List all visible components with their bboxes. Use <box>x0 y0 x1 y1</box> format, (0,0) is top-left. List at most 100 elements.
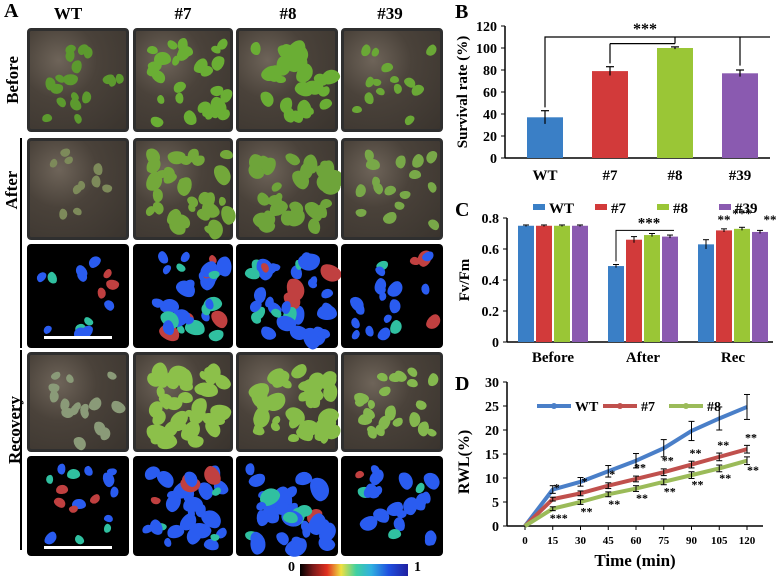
leaf-shape <box>257 89 277 110</box>
x-tick-label: 30 <box>575 535 587 547</box>
bar <box>662 236 678 342</box>
row-label-after: After <box>2 170 21 210</box>
leaf-shape <box>55 95 69 110</box>
leaf-shape <box>375 86 387 97</box>
leaf-shape <box>46 474 54 484</box>
leaf-shape <box>207 328 225 344</box>
leaf-shape <box>279 378 294 391</box>
legend-label: #39 <box>735 201 758 217</box>
significance-label: ** <box>662 454 674 468</box>
leaf-shape <box>219 149 233 161</box>
y-tick-label: 0.8 <box>482 212 500 227</box>
leaf-shape <box>354 182 368 199</box>
plant-photo <box>133 28 235 132</box>
x-tick-label: 105 <box>711 535 728 547</box>
leaf-shape <box>319 287 335 301</box>
leaf-shape <box>250 42 261 56</box>
row-label-recovery: Recovery <box>5 396 24 464</box>
leaf-shape <box>109 486 120 499</box>
leaf-shape <box>355 208 367 217</box>
significance-label: ** <box>745 431 757 445</box>
plant-photo <box>133 138 238 241</box>
legend-marker <box>551 403 557 409</box>
leaf-shape <box>72 113 83 125</box>
leaf-shape <box>363 91 375 105</box>
y-tick-label: 40 <box>483 108 497 123</box>
leaf-shape <box>187 435 204 449</box>
leaf-shape <box>381 210 400 227</box>
leaf-shape <box>250 534 267 556</box>
leaf-shape <box>91 175 102 188</box>
significance-label: ** <box>634 460 646 474</box>
leaf-shape <box>88 492 102 506</box>
leaf-shape <box>49 369 62 382</box>
panel-c-letter: C <box>455 199 469 221</box>
plant-photo <box>27 352 129 453</box>
x-tick-label: 45 <box>603 535 615 547</box>
plant-photo <box>133 244 233 348</box>
leaf-shape <box>101 184 113 193</box>
leaf-shape <box>317 260 344 285</box>
significance-label: ** <box>636 491 648 505</box>
leaf-shape <box>289 360 310 381</box>
leaf-shape <box>370 46 381 58</box>
legend-swatch <box>595 204 607 210</box>
leaf-shape <box>353 469 365 480</box>
y-tick-label: 20 <box>483 130 497 145</box>
plant-photo <box>341 456 444 556</box>
y-tick-label: 30 <box>485 376 499 391</box>
leaf-shape <box>72 206 84 217</box>
leaf-shape <box>48 158 60 170</box>
leaf-shape <box>86 395 105 414</box>
y-tick-label: 0.4 <box>482 274 500 289</box>
significance-label: ** <box>690 446 702 460</box>
y-tick-label: 10 <box>485 472 499 487</box>
leaf-shape <box>424 312 444 332</box>
col-label-wt: WT <box>53 4 83 23</box>
col-label-8: #8 <box>279 4 297 23</box>
leaf-shape <box>160 263 173 277</box>
y-tick-label: 5 <box>492 496 499 511</box>
leaf-shape <box>317 96 334 112</box>
row-label-before: Before <box>3 56 22 104</box>
bar <box>716 230 732 342</box>
y-tick-label: 15 <box>485 448 499 463</box>
leaf-shape <box>175 262 188 274</box>
legend-marker <box>683 403 689 409</box>
leaf-shape <box>42 529 60 547</box>
leaf-shape <box>400 191 412 200</box>
leaf-shape <box>393 200 406 211</box>
col-label-39: #39 <box>377 4 403 23</box>
bar <box>734 228 750 342</box>
leaf-shape <box>349 328 362 341</box>
leaf-shape <box>208 270 220 280</box>
leaf-shape <box>178 250 192 264</box>
leaf-shape <box>352 106 363 114</box>
x-tick-label: 75 <box>658 535 670 547</box>
leaf-shape <box>382 183 397 197</box>
leaf-shape <box>66 468 81 480</box>
leaf-shape <box>219 196 227 206</box>
bar <box>536 225 552 342</box>
y-tick-label: 80 <box>483 64 497 79</box>
plant-photo <box>341 28 443 132</box>
leaf-shape <box>146 44 158 55</box>
leaf-shape <box>371 77 382 87</box>
leaf-shape <box>288 434 299 442</box>
leaf-shape <box>210 161 234 188</box>
leaf-shape <box>181 107 199 127</box>
chart-d: D 0 5 10 15 20 25 30 0 15 30 45 60 75 90 105 120 RWL(%) Ti… <box>455 373 763 570</box>
legend-label: WT <box>575 400 599 415</box>
leaf-shape <box>77 180 86 191</box>
x-tick-label: #7 <box>603 168 619 184</box>
leaf-shape <box>171 79 188 96</box>
leaf-shape <box>392 369 409 385</box>
leaf-shape <box>150 496 162 506</box>
leaf-shape <box>268 420 282 434</box>
leaf-shape <box>49 389 60 403</box>
leaf-shape <box>394 154 407 169</box>
leaf-shape <box>52 496 67 510</box>
leaf-shape <box>179 156 193 166</box>
x-group-label: Before <box>532 350 575 362</box>
significance-label: ** <box>717 438 729 452</box>
